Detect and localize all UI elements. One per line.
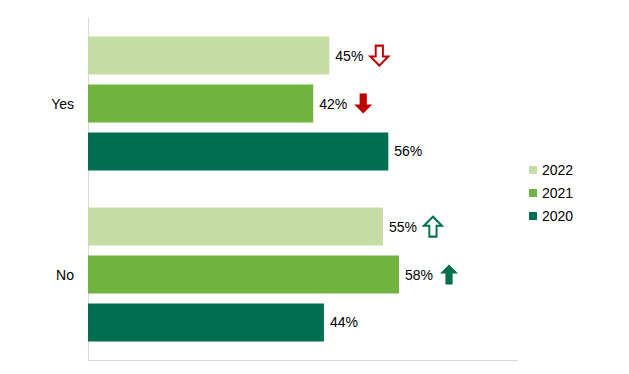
svg-text:Yes: Yes — [51, 96, 74, 112]
svg-text:2022: 2022 — [542, 162, 573, 178]
svg-text:45%: 45% — [335, 48, 363, 64]
svg-text:44%: 44% — [330, 314, 358, 330]
svg-text:56%: 56% — [394, 143, 422, 159]
svg-text:42%: 42% — [319, 96, 347, 112]
svg-text:55%: 55% — [389, 219, 417, 235]
svg-text:58%: 58% — [405, 267, 433, 283]
svg-text:2020: 2020 — [542, 208, 573, 224]
svg-text:No: No — [56, 267, 74, 283]
svg-text:2021: 2021 — [542, 185, 573, 201]
